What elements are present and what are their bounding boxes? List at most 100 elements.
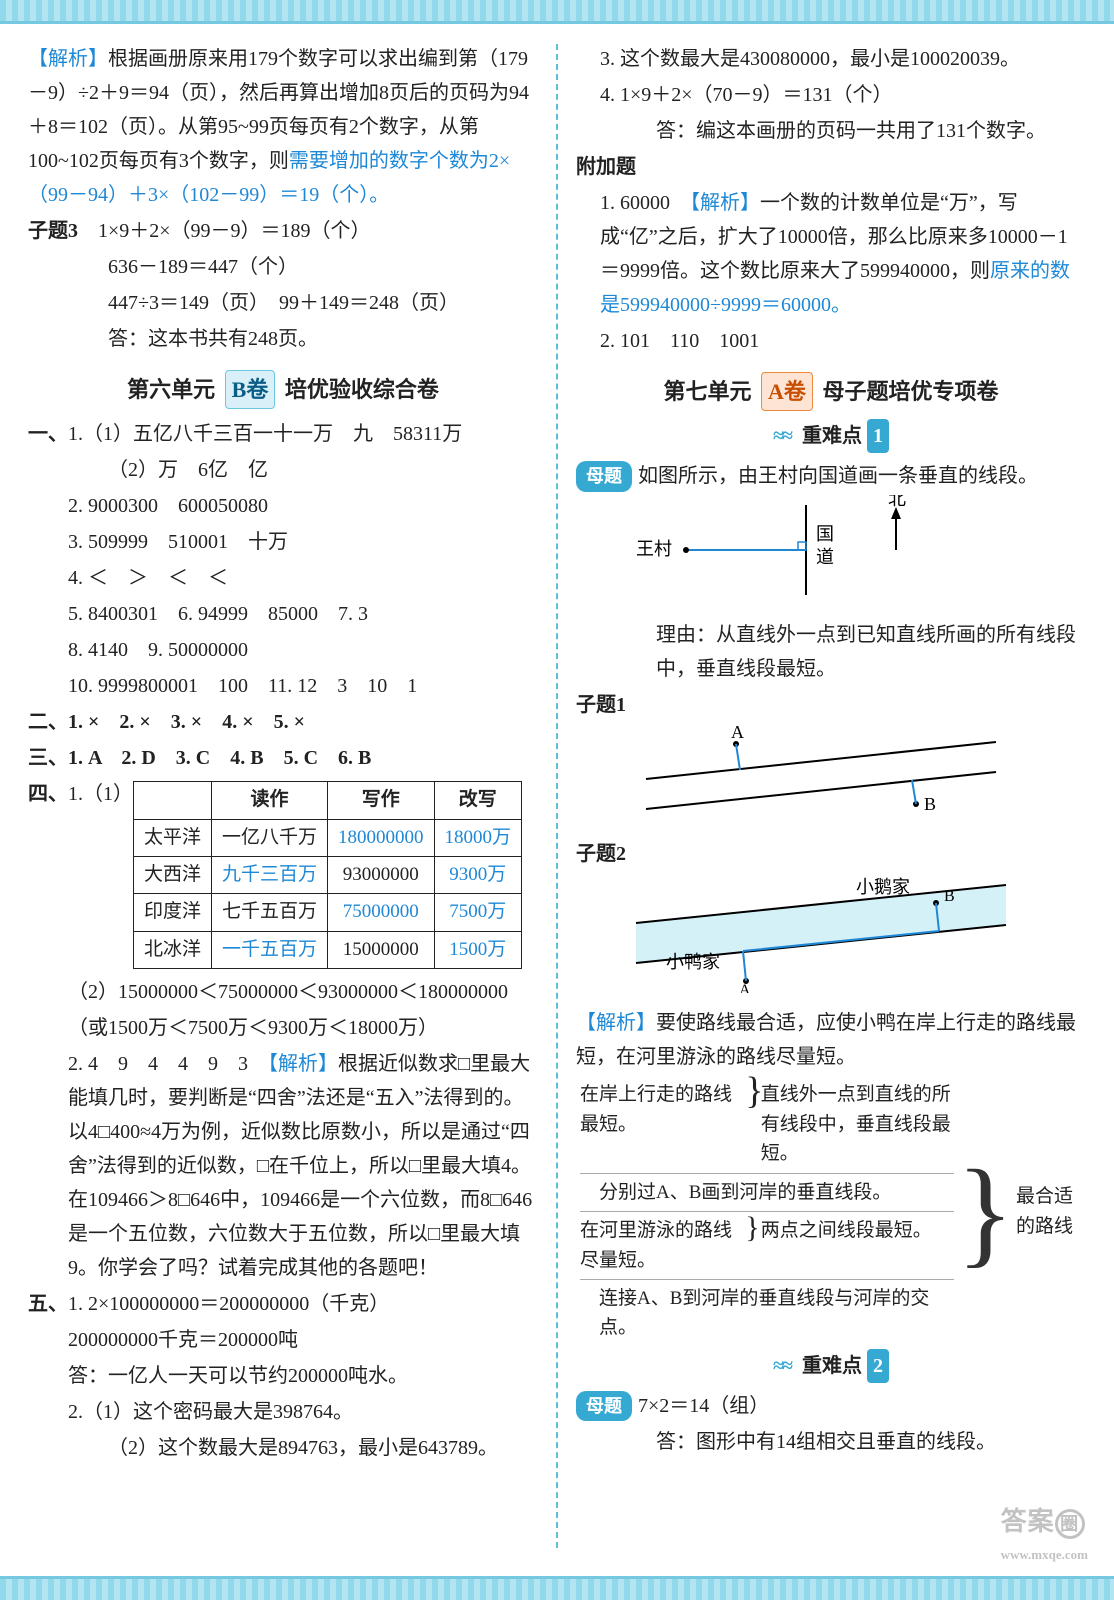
s1-2: 2. 9000300 600050080 <box>28 489 538 523</box>
brace-out: 最合适的路线 <box>1016 1182 1086 1241</box>
s4-1-2a: （2）15000000＜75000000＜93000000＜180000000 <box>28 975 538 1009</box>
s1-1a: 一、1.（1）五亿八千三百一十一万 九 58311万 <box>28 417 538 451</box>
sub3-l1: 1×9＋2×（99－9）＝189（个） <box>98 220 371 242</box>
figure-3: 小鹅家 B 小鸭家 A <box>576 873 1086 993</box>
td: 北冰洋 <box>134 931 212 968</box>
brace-r3l: 在河里游泳的路线尽量短。 <box>580 1216 737 1275</box>
s3: 三、1. A 2. D 3. C 4. B 5. C 6. B <box>28 741 538 775</box>
td: 15000000 <box>328 931 435 968</box>
s5-1a-text: 1. 2×100000000＝200000000（千克） <box>68 1293 389 1315</box>
f2: 2. 101 110 1001 <box>576 324 1086 358</box>
brace-r1r: 直线外一点到直线的所有线段中，垂直线段最短。 <box>761 1080 955 1168</box>
s4-2-jiexi: 根据近似数求□里最大能填几时，要判断是“四舍”法还是“五入”法得到的。以4□40… <box>68 1053 532 1279</box>
figure-2: A B <box>576 724 1086 824</box>
s1-567: 5. 8400301 6. 94999 85000 7. 3 <box>28 597 538 631</box>
wave-border-top <box>0 0 1114 24</box>
svg-text:道: 道 <box>816 547 834 567</box>
unit6-title: 第六单元 B卷 培优验收综合卷 <box>28 370 538 409</box>
muti2-line: 母题 7×2＝14（组） <box>576 1389 1086 1423</box>
td: 1500万 <box>434 931 522 968</box>
td: 180000000 <box>328 819 435 856</box>
s4-2-nums: 2. 4 9 4 4 9 3 <box>68 1053 268 1075</box>
zi2-label: 子题2 <box>576 837 1086 871</box>
s2-text: 二、1. × 2. × 3. × 4. × 5. × <box>28 711 305 733</box>
watermark-circ: 圈 <box>1055 1509 1085 1539</box>
f1a: 1. 60000 <box>600 192 690 214</box>
svg-text:国: 国 <box>816 524 834 544</box>
svg-text:A: A <box>731 724 744 742</box>
wave-icon: ≈≈ <box>773 1355 791 1377</box>
s3-text: 三、1. A 2. D 3. C 4. B 5. C 6. B <box>28 747 371 769</box>
hard1-num: 1 <box>867 419 889 453</box>
td: 一千五百万 <box>212 931 328 968</box>
muti1-text: 如图所示，由王村向国道画一条垂直的线段。 <box>638 465 1038 487</box>
fujia-label: 附加题 <box>576 150 1086 184</box>
s5-label: 五、 <box>28 1293 68 1315</box>
td: 75000000 <box>328 894 435 931</box>
page-content: 【解析】根据画册原来用179个数字可以求出编到第（179－9）÷2＋9＝94（页… <box>0 0 1114 1600</box>
muti2a: 7×2＝14（组） <box>638 1395 769 1417</box>
svg-text:小鸭家: 小鸭家 <box>666 952 720 972</box>
r3: 3. 这个数最大是430080000，最小是100020039。 <box>576 42 1086 76</box>
th-0 <box>134 782 212 819</box>
sub3-ans: 答：这本书共有248页。 <box>28 322 538 356</box>
table-row: 大西洋 九千三百万 93000000 9300万 <box>134 856 522 893</box>
unit6-badge: B卷 <box>225 370 276 409</box>
td: 7500万 <box>434 894 522 931</box>
muti1-line: 母题如图所示，由王村向国道画一条垂直的线段。 <box>576 459 1086 493</box>
s1-1a-text: 1.（1）五亿八千三百一十一万 九 58311万 <box>68 423 462 445</box>
td: 七千五百万 <box>212 894 328 931</box>
th-3: 改写 <box>434 782 522 819</box>
hard2-num: 2 <box>867 1349 889 1383</box>
unit6-title-a: 第六单元 <box>127 377 215 402</box>
s1-1011: 10. 9999800001 100 11. 12 3 10 1 <box>28 669 538 703</box>
sub3-line1: 子题3 1×9＋2×（99－9）＝189（个） <box>28 214 538 248</box>
td: 9300万 <box>434 856 522 893</box>
sub3-l2: 636－189＝447（个） <box>28 250 538 284</box>
table-header-row: 读作 写作 改写 <box>134 782 522 819</box>
td: 九千三百万 <box>212 856 328 893</box>
muti-pill: 母题 <box>576 1391 632 1422</box>
brace-structure: 在岸上行走的路线最短。 } 直线外一点到直线的所有线段中，垂直线段最短。 分别过… <box>580 1080 1086 1343</box>
brace-r1l: 在岸上行走的路线最短。 <box>580 1080 737 1168</box>
brace-r2: 分别过A、B画到河岸的垂直线段。 <box>580 1178 954 1207</box>
s4-label: 四、 <box>28 777 68 811</box>
svg-text:A: A <box>739 982 751 993</box>
s4-row: 四、1.（1） 读作 写作 改写 太平洋 一亿八千万 180000000 180… <box>28 777 538 972</box>
wave-icon: ≈≈ <box>773 425 791 447</box>
svg-text:北: 北 <box>888 495 906 509</box>
muti1-reason: 理由：从直线外一点到已知直线所画的所有线段中，垂直线段最短。 <box>576 618 1086 686</box>
s5-1c: 答：一亿人一天可以节约200000吨水。 <box>28 1359 538 1393</box>
unit7-title-b: 母子题培优专项卷 <box>822 379 998 404</box>
s1-3: 3. 509999 510001 十万 <box>28 525 538 559</box>
s4-2: 2. 4 9 4 4 9 3 【解析】根据近似数求□里最大能填几时，要判断是“四… <box>28 1047 538 1285</box>
jiexi2-label: 【解析】 <box>576 1012 656 1034</box>
ocean-table: 读作 写作 改写 太平洋 一亿八千万 180000000 18000万 大西洋 … <box>133 781 522 968</box>
svg-text:王村: 王村 <box>636 539 672 559</box>
muti2b: 答：图形中有14组相交且垂直的线段。 <box>576 1425 1086 1459</box>
th-2: 写作 <box>328 782 435 819</box>
analysis-label: 【解析】 <box>28 48 108 70</box>
td: 18000万 <box>434 819 522 856</box>
s5-2b: （2）这个数最大是894763，最小是643789。 <box>28 1431 538 1465</box>
table-row: 北冰洋 一千五百万 15000000 1500万 <box>134 931 522 968</box>
table-row: 太平洋 一亿八千万 180000000 18000万 <box>134 819 522 856</box>
hard2-text: 重难点 <box>802 1355 862 1377</box>
s1-1b: （2）万 6亿 亿 <box>28 453 538 487</box>
muti-pill: 母题 <box>576 461 632 492</box>
s5-1a: 五、1. 2×100000000＝200000000（千克） <box>28 1287 538 1321</box>
th-1: 读作 <box>212 782 328 819</box>
zi1-label: 子题1 <box>576 688 1086 722</box>
svg-text:小鹅家: 小鹅家 <box>856 877 910 897</box>
watermark: 答案圈 www.mxqe.com <box>1001 1500 1088 1566</box>
f1: 1. 60000 【解析】一个数的计数单位是“万”，写成“亿”之后，扩大了100… <box>576 186 1086 322</box>
unit7-title: 第七单元 A卷 母子题培优专项卷 <box>576 372 1086 411</box>
td: 印度洋 <box>134 894 212 931</box>
wave-border-bottom <box>0 1576 1114 1600</box>
s1-label: 一、 <box>28 423 68 445</box>
watermark-sub: www.mxqe.com <box>1001 1544 1088 1566</box>
td: 93000000 <box>328 856 435 893</box>
watermark-text: 答案 <box>1001 1507 1055 1536</box>
s1-89: 8. 4140 9. 50000000 <box>28 633 538 667</box>
unit7-title-a: 第七单元 <box>664 379 752 404</box>
